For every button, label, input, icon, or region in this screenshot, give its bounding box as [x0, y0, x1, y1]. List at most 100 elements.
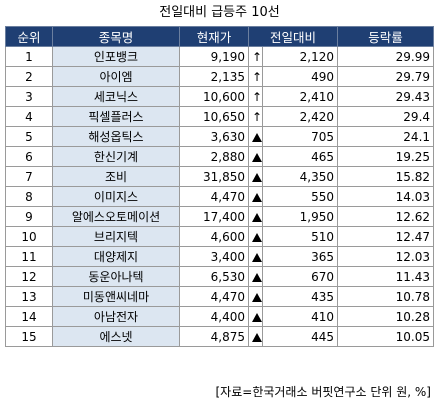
rate-cell: 11.43: [337, 266, 435, 287]
change-cell: 365: [261, 246, 339, 267]
stock-name-cell: 동운아나텍: [52, 266, 180, 287]
header-rate: 등락률: [337, 26, 435, 47]
stock-name-cell: 아이엠: [52, 66, 180, 87]
change-cell: 410: [261, 306, 339, 327]
price-cell: 3,630: [179, 126, 249, 147]
stock-name-cell: 픽셀플러스: [52, 106, 180, 127]
rate-cell: 12.47: [337, 226, 435, 247]
stock-name-cell: 인포뱅크: [52, 46, 180, 67]
change-direction-cell: [248, 126, 263, 147]
up-triangle-icon: [252, 292, 262, 302]
change-direction-cell: ↑: [248, 46, 263, 67]
change-cell: 2,410: [261, 86, 339, 107]
stock-name-cell: 브리지텍: [52, 226, 180, 247]
rank-cell: 13: [5, 286, 53, 307]
rate-cell: 10.05: [337, 326, 435, 347]
rank-cell: 3: [5, 86, 53, 107]
price-cell: 2,135: [179, 66, 249, 87]
table-row: 7 조비 31,850 4,350 15.82: [5, 166, 435, 187]
up-triangle-icon: [252, 252, 262, 262]
up-arrow-icon: ↑: [252, 49, 263, 64]
change-direction-cell: [248, 166, 263, 187]
rate-cell: 15.82: [337, 166, 435, 187]
change-cell: 670: [261, 266, 339, 287]
rank-cell: 1: [5, 46, 53, 67]
rank-cell: 7: [5, 166, 53, 187]
header-rank: 순위: [5, 26, 53, 47]
rank-cell: 4: [5, 106, 53, 127]
change-direction-cell: [248, 326, 263, 347]
rate-cell: 29.43: [337, 86, 435, 107]
rate-cell: 29.79: [337, 66, 435, 87]
rate-cell: 14.03: [337, 186, 435, 207]
rate-cell: 10.78: [337, 286, 435, 307]
stock-name-cell: 해성옵틱스: [52, 126, 180, 147]
table-row: 4 픽셀플러스 10,650 ↑ 2,420 29.4: [5, 106, 435, 127]
rate-cell: 19.25: [337, 146, 435, 167]
table-row: 14 아남전자 4,400 410 10.28: [5, 306, 435, 327]
price-cell: 31,850: [179, 166, 249, 187]
rate-cell: 24.1: [337, 126, 435, 147]
change-cell: 1,950: [261, 206, 339, 227]
price-cell: 4,600: [179, 226, 249, 247]
rank-cell: 15: [5, 326, 53, 347]
change-direction-cell: ↑: [248, 86, 263, 107]
rate-cell: 10.28: [337, 306, 435, 327]
change-direction-cell: ↑: [248, 66, 263, 87]
up-arrow-icon: ↑: [252, 109, 263, 124]
change-direction-cell: [248, 246, 263, 267]
stock-name-cell: 세코닉스: [52, 86, 180, 107]
rank-cell: 2: [5, 66, 53, 87]
change-cell: 4,350: [261, 166, 339, 187]
rank-cell: 5: [5, 126, 53, 147]
price-cell: 10,650: [179, 106, 249, 127]
change-direction-cell: [248, 226, 263, 247]
change-cell: 2,420: [261, 106, 339, 127]
stock-name-cell: 이미지스: [52, 186, 180, 207]
header-name: 종목명: [52, 26, 180, 47]
table-row: 11 대양제지 3,400 365 12.03: [5, 246, 435, 267]
change-direction-cell: [248, 186, 263, 207]
change-direction-cell: [248, 206, 263, 227]
up-triangle-icon: [252, 332, 262, 342]
rate-cell: 12.62: [337, 206, 435, 227]
rank-cell: 11: [5, 246, 53, 267]
source-note: [자료=한국거래소 버핏연구소 단위 원, %]: [215, 385, 432, 399]
rank-cell: 14: [5, 306, 53, 327]
table-row: 9 알에스오토메이션 17,400 1,950 12.62: [5, 206, 435, 227]
header-price: 현재가: [179, 26, 249, 47]
change-cell: 510: [261, 226, 339, 247]
stock-name-cell: 알에스오토메이션: [52, 206, 180, 227]
rank-cell: 9: [5, 206, 53, 227]
rank-cell: 6: [5, 146, 53, 167]
up-triangle-icon: [252, 212, 262, 222]
stock-name-cell: 한신기계: [52, 146, 180, 167]
price-cell: 4,470: [179, 186, 249, 207]
change-cell: 490: [261, 66, 339, 87]
stock-name-cell: 조비: [52, 166, 180, 187]
change-cell: 435: [261, 286, 339, 307]
change-direction-cell: [248, 306, 263, 327]
up-triangle-icon: [252, 172, 262, 182]
rate-cell: 12.03: [337, 246, 435, 267]
price-cell: 10,600: [179, 86, 249, 107]
surge-stocks-table: 순위 종목명 현재가 전일대비 등락률 1 인포뱅크 9,190 ↑ 2,120 29.9…: [5, 26, 435, 347]
rank-cell: 12: [5, 266, 53, 287]
table-row: 13 미동앤씨네마 4,470 435 10.78: [5, 286, 435, 307]
table-row: 8 이미지스 4,470 550 14.03: [5, 186, 435, 207]
change-direction-cell: ↑: [248, 106, 263, 127]
price-cell: 4,875: [179, 326, 249, 347]
up-triangle-icon: [252, 192, 262, 202]
table-row: 5 해성옵틱스 3,630 705 24.1: [5, 126, 435, 147]
price-cell: 2,880: [179, 146, 249, 167]
price-cell: 4,470: [179, 286, 249, 307]
table-row: 6 한신기계 2,880 465 19.25: [5, 146, 435, 167]
stock-name-cell: 미동앤씨네마: [52, 286, 180, 307]
change-direction-cell: [248, 266, 263, 287]
change-direction-cell: [248, 286, 263, 307]
up-triangle-icon: [252, 232, 262, 242]
price-cell: 4,400: [179, 306, 249, 327]
change-cell: 465: [261, 146, 339, 167]
table-row: 10 브리지텍 4,600 510 12.47: [5, 226, 435, 247]
header-change: 전일대비: [247, 26, 339, 47]
